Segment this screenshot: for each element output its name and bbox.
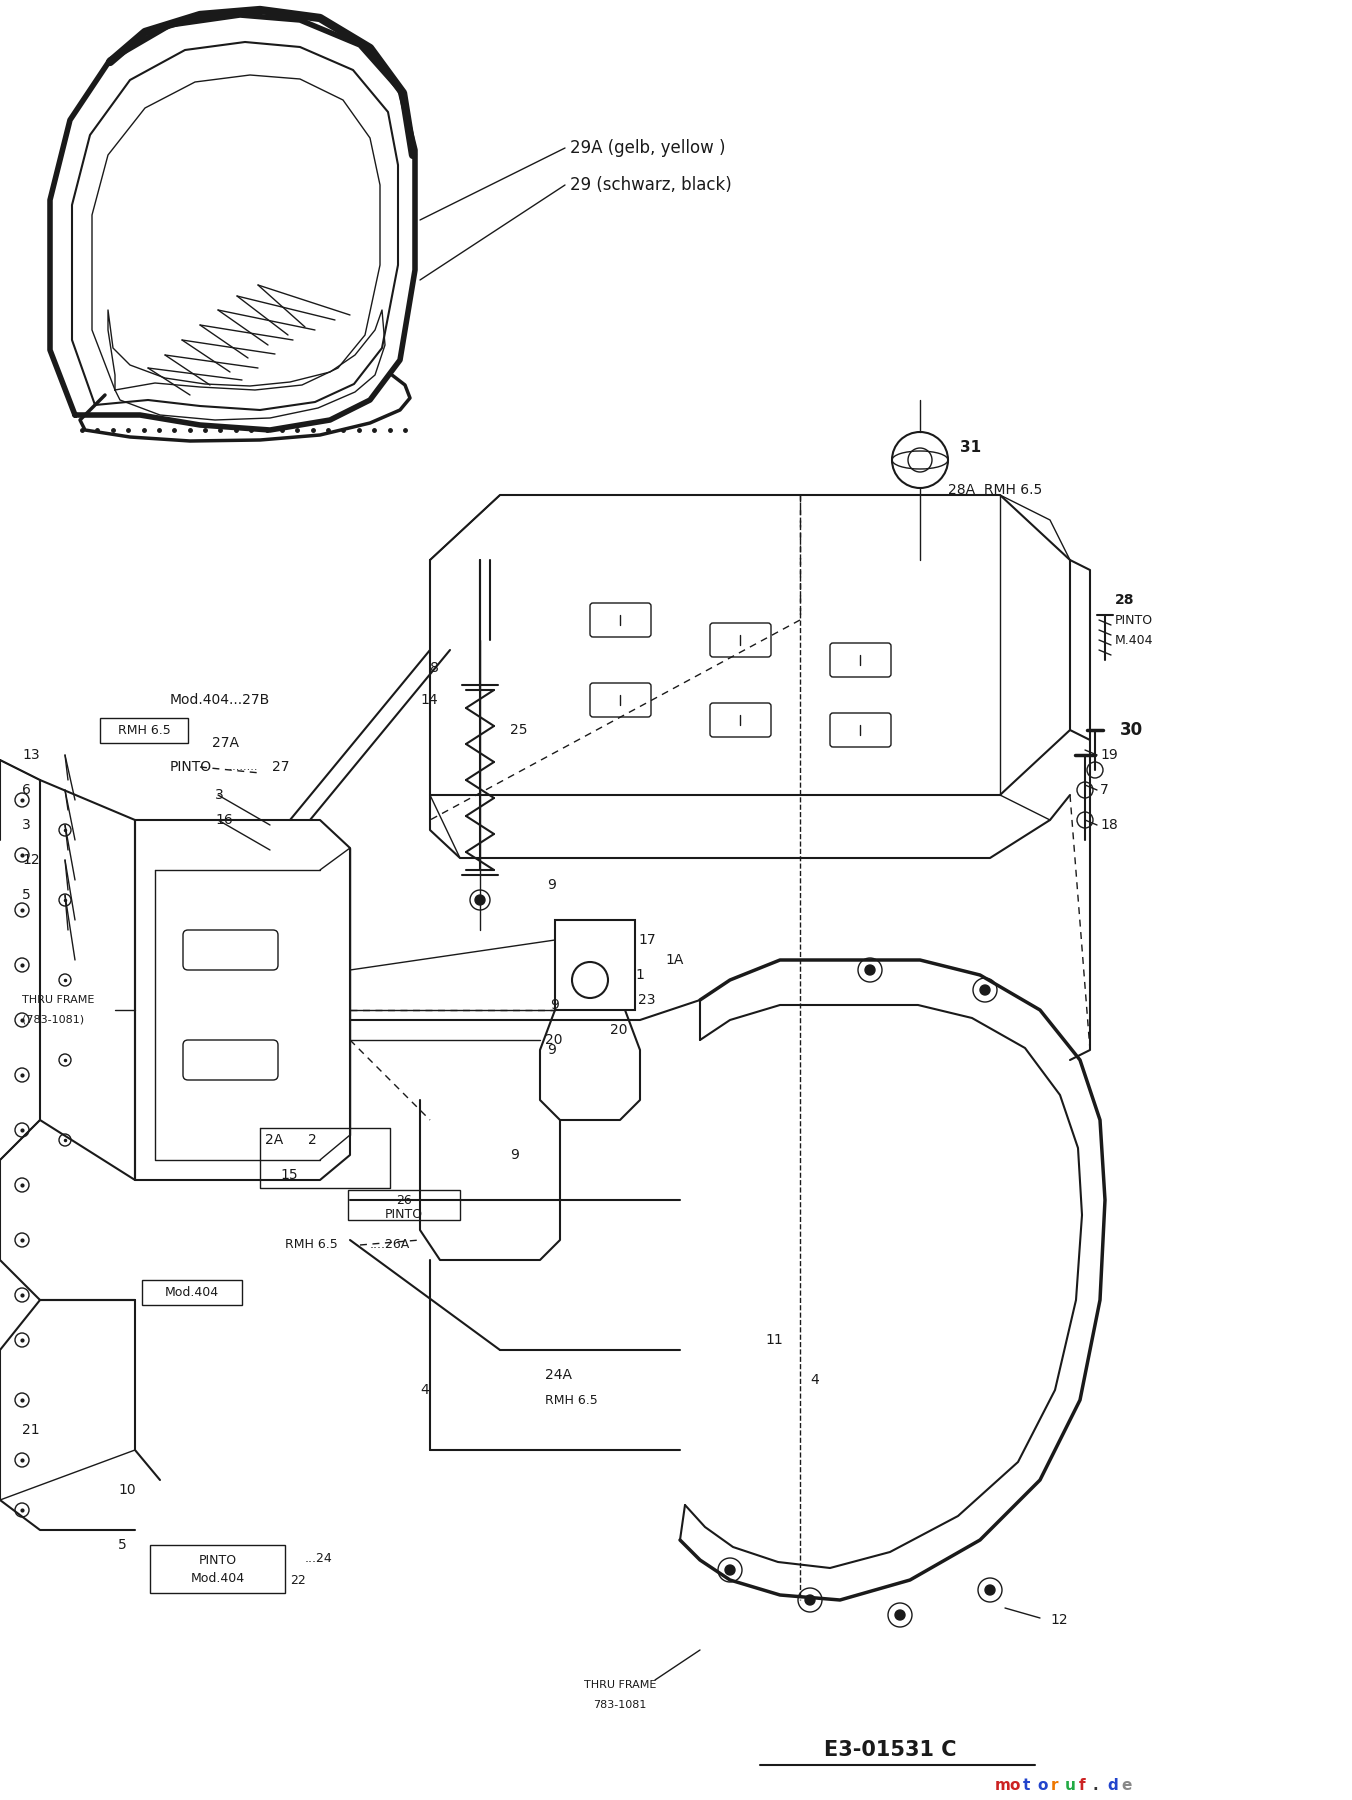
Bar <box>347 1190 460 1220</box>
Text: 18: 18 <box>1101 817 1118 832</box>
Text: PINTO: PINTO <box>1115 614 1153 626</box>
Text: (783-1081): (783-1081) <box>22 1015 84 1024</box>
Text: PINTO: PINTO <box>170 760 212 774</box>
Text: 12: 12 <box>22 853 39 868</box>
Text: r: r <box>1051 1778 1059 1793</box>
Circle shape <box>725 1564 735 1575</box>
Text: ....26A: ....26A <box>370 1238 410 1251</box>
Text: 9: 9 <box>548 1042 556 1057</box>
Circle shape <box>865 965 875 976</box>
Text: 20: 20 <box>545 1033 562 1048</box>
Bar <box>142 1280 242 1305</box>
Text: m: m <box>995 1778 1011 1793</box>
Text: 8: 8 <box>430 661 439 675</box>
Text: Mod.404: Mod.404 <box>191 1571 245 1584</box>
Text: 29A (gelb, yellow ): 29A (gelb, yellow ) <box>571 139 726 157</box>
Text: 26: 26 <box>396 1193 412 1206</box>
Text: 25: 25 <box>510 724 527 736</box>
Text: 17: 17 <box>638 932 656 947</box>
Text: 23: 23 <box>638 994 656 1006</box>
Text: E3-01531 C: E3-01531 C <box>823 1741 956 1760</box>
Text: 9: 9 <box>548 878 556 893</box>
Text: t: t <box>1023 1778 1030 1793</box>
Text: 9: 9 <box>550 997 558 1012</box>
Text: RMH 6.5: RMH 6.5 <box>118 724 170 736</box>
Text: u: u <box>1065 1778 1076 1793</box>
Bar <box>556 920 635 1010</box>
Text: PINTO: PINTO <box>199 1553 237 1566</box>
Text: RMH 6.5: RMH 6.5 <box>285 1238 338 1251</box>
Text: 28: 28 <box>1115 592 1134 607</box>
Bar <box>100 718 188 743</box>
Text: 11: 11 <box>765 1334 783 1346</box>
Text: 783-1081: 783-1081 <box>594 1699 646 1710</box>
Text: 3: 3 <box>215 788 223 803</box>
Text: 1: 1 <box>635 968 644 983</box>
Text: 31: 31 <box>960 439 982 454</box>
Circle shape <box>980 985 990 995</box>
Text: THRU FRAME: THRU FRAME <box>22 995 95 1004</box>
Text: o: o <box>1037 1778 1048 1793</box>
Text: 4: 4 <box>810 1373 819 1388</box>
Text: f: f <box>1079 1778 1086 1793</box>
Text: M.404: M.404 <box>1115 634 1153 646</box>
Text: 15: 15 <box>280 1168 297 1183</box>
Text: 27A: 27A <box>212 736 239 751</box>
Text: 28A  RMH 6.5: 28A RMH 6.5 <box>948 482 1042 497</box>
Text: 7: 7 <box>1101 783 1109 797</box>
Text: Mod.404: Mod.404 <box>165 1285 219 1298</box>
Text: 13: 13 <box>22 749 39 761</box>
Text: 22: 22 <box>289 1573 306 1586</box>
Text: Mod.404...27B: Mod.404...27B <box>170 693 270 707</box>
Text: .: . <box>1092 1778 1099 1793</box>
Circle shape <box>804 1595 815 1606</box>
Text: 10: 10 <box>118 1483 135 1498</box>
Text: 3: 3 <box>22 817 31 832</box>
Text: o: o <box>1009 1778 1019 1793</box>
Circle shape <box>475 895 485 905</box>
Circle shape <box>895 1609 904 1620</box>
Text: 2: 2 <box>308 1132 316 1147</box>
Text: 24A: 24A <box>545 1368 572 1382</box>
Text: PINTO: PINTO <box>385 1208 423 1222</box>
Text: d: d <box>1107 1778 1118 1793</box>
Circle shape <box>986 1586 995 1595</box>
Text: 27: 27 <box>272 760 289 774</box>
Text: 29 (schwarz, black): 29 (schwarz, black) <box>571 176 731 194</box>
Text: e: e <box>1121 1778 1132 1793</box>
Text: 19: 19 <box>1101 749 1118 761</box>
Bar <box>150 1544 285 1593</box>
Text: 16: 16 <box>215 814 233 826</box>
Text: 20: 20 <box>610 1022 627 1037</box>
Text: RMH 6.5: RMH 6.5 <box>545 1393 598 1406</box>
Text: 14: 14 <box>420 693 438 707</box>
Text: 21: 21 <box>22 1424 39 1436</box>
Text: 5: 5 <box>118 1537 127 1552</box>
Text: ........: ........ <box>224 761 257 772</box>
Text: ...24: ...24 <box>306 1552 333 1564</box>
Text: 30: 30 <box>1119 722 1144 740</box>
Text: 2A: 2A <box>265 1132 284 1147</box>
Text: THRU FRAME: THRU FRAME <box>584 1679 656 1690</box>
Text: 4: 4 <box>420 1382 429 1397</box>
Text: 6: 6 <box>22 783 31 797</box>
Text: 9: 9 <box>510 1148 519 1163</box>
Text: 12: 12 <box>1051 1613 1068 1627</box>
Text: 5: 5 <box>22 887 31 902</box>
Text: 1A: 1A <box>665 952 683 967</box>
